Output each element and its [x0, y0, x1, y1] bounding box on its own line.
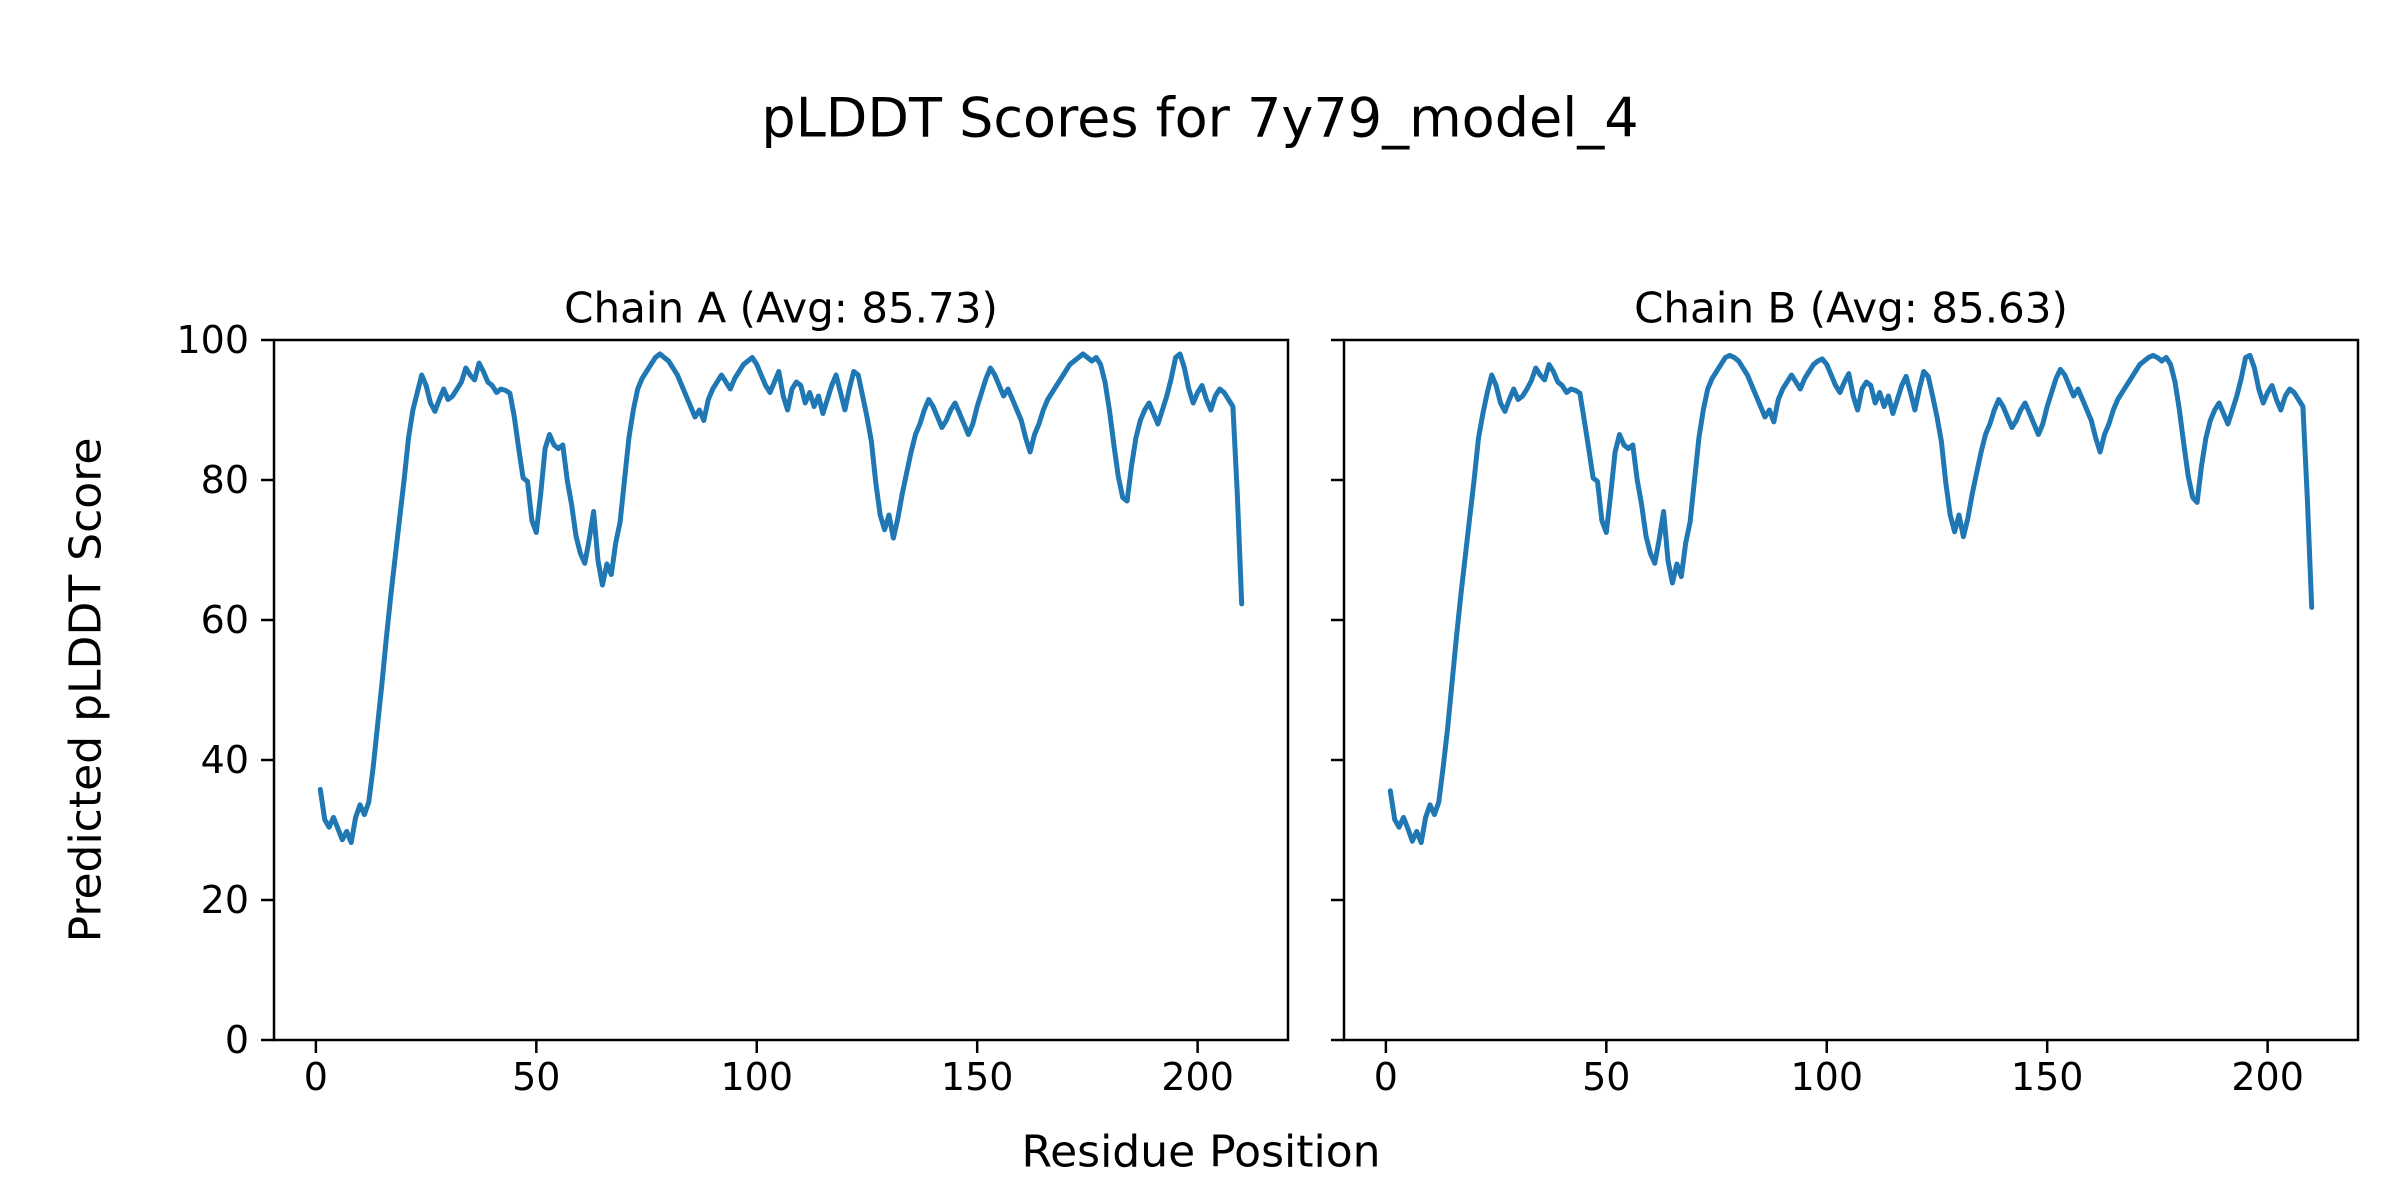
figure-title: pLDDT Scores for 7y79_model_4 — [761, 86, 1639, 150]
y-tick-label: 100 — [176, 318, 249, 362]
x-axis-label: Residue Position — [1021, 1126, 1381, 1178]
x-tick-label: 200 — [1161, 1055, 1234, 1099]
x-tick-label: 50 — [1582, 1055, 1630, 1099]
x-tick-label: 150 — [941, 1055, 1014, 1099]
chain-a-subplot-title: Chain A (Avg: 85.73) — [564, 283, 998, 333]
plddt-line-chain-a — [317, 351, 1245, 846]
x-tick-label: 200 — [2231, 1055, 2304, 1099]
x-tick-label: 150 — [2011, 1055, 2084, 1099]
plddt-line-chain-b — [1387, 352, 2315, 846]
axes-chain-a: 0 50 100 150 200 0 20 40 60 80 100 — [176, 318, 1290, 1099]
y-tick-label: 40 — [201, 738, 249, 782]
x-tick-label: 50 — [512, 1055, 560, 1099]
axes-spines — [272, 338, 1290, 1042]
x-tick-label: 100 — [720, 1055, 793, 1099]
y-tick-label: 0 — [225, 1018, 249, 1062]
axes-spines — [1342, 338, 2360, 1042]
x-tick-label: 0 — [1374, 1055, 1398, 1099]
axes-chain-b: 0 50 100 150 200 — [1331, 338, 2360, 1099]
y-tick-label: 60 — [201, 598, 249, 642]
chain-b-subplot-title: Chain B (Avg: 85.63) — [1634, 283, 2068, 333]
y-tick-label: 20 — [201, 878, 249, 922]
x-tick-label: 100 — [1790, 1055, 1863, 1099]
y-tick-label: 80 — [201, 458, 249, 502]
x-tick-label: 0 — [304, 1055, 328, 1099]
